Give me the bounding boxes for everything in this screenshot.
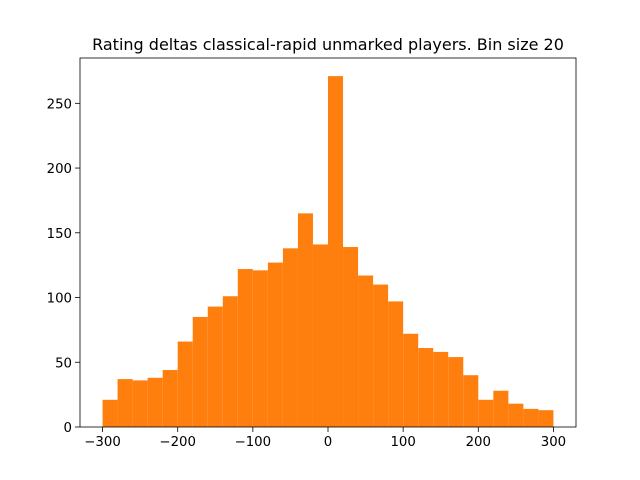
histogram-bar — [448, 357, 464, 427]
y-tick-label: 50 — [55, 356, 72, 371]
histogram-bar — [478, 399, 494, 427]
histogram-bar — [523, 408, 539, 427]
histogram-bar — [493, 390, 509, 427]
y-tick-label: 250 — [47, 97, 72, 112]
histogram-bar — [117, 379, 133, 427]
y-tick-label: 0 — [64, 421, 72, 436]
histogram-bar — [207, 306, 223, 427]
histogram-bar — [373, 284, 389, 427]
histogram-bar — [403, 333, 419, 427]
x-tick-label: 300 — [541, 435, 566, 450]
histogram-bar — [343, 247, 359, 427]
histogram-bar — [237, 269, 253, 427]
histogram-bar — [162, 370, 178, 427]
y-tick-label: 150 — [47, 227, 72, 242]
histogram-bar — [147, 377, 163, 427]
histogram-bar — [252, 270, 268, 427]
chart-title: Rating deltas classical-rapid unmarked p… — [92, 35, 564, 54]
histogram-bars — [102, 76, 554, 427]
x-tick-label: −100 — [235, 435, 272, 450]
histogram-bar — [328, 76, 344, 427]
histogram-bar — [388, 301, 404, 427]
histogram-bar — [177, 341, 193, 427]
histogram-bar — [282, 248, 298, 427]
histogram-bar — [358, 275, 374, 427]
histogram-bar — [102, 399, 118, 427]
histogram-bar — [508, 403, 524, 427]
x-tick-label: 100 — [390, 435, 415, 450]
histogram-bar — [418, 348, 434, 427]
x-tick-label: −200 — [159, 435, 196, 450]
histogram-bar — [267, 262, 283, 427]
x-tick-label: 200 — [466, 435, 491, 450]
histogram-bar — [132, 380, 148, 427]
histogram-bar — [463, 375, 479, 427]
histogram-bar — [192, 316, 208, 427]
histogram-bar — [297, 213, 313, 427]
histogram-bar — [312, 244, 328, 427]
y-tick-label: 100 — [47, 292, 72, 307]
x-tick-label: 0 — [324, 435, 332, 450]
x-axis-ticks: −300 −200 −100 0 100 200 300 — [84, 427, 566, 450]
x-tick-label: −300 — [84, 435, 121, 450]
histogram-bar — [222, 296, 238, 427]
y-axis-ticks: 0 50 100 150 200 250 — [47, 97, 80, 436]
y-tick-label: 200 — [47, 162, 72, 177]
histogram-bar — [538, 410, 554, 427]
histogram-bar — [433, 351, 449, 427]
